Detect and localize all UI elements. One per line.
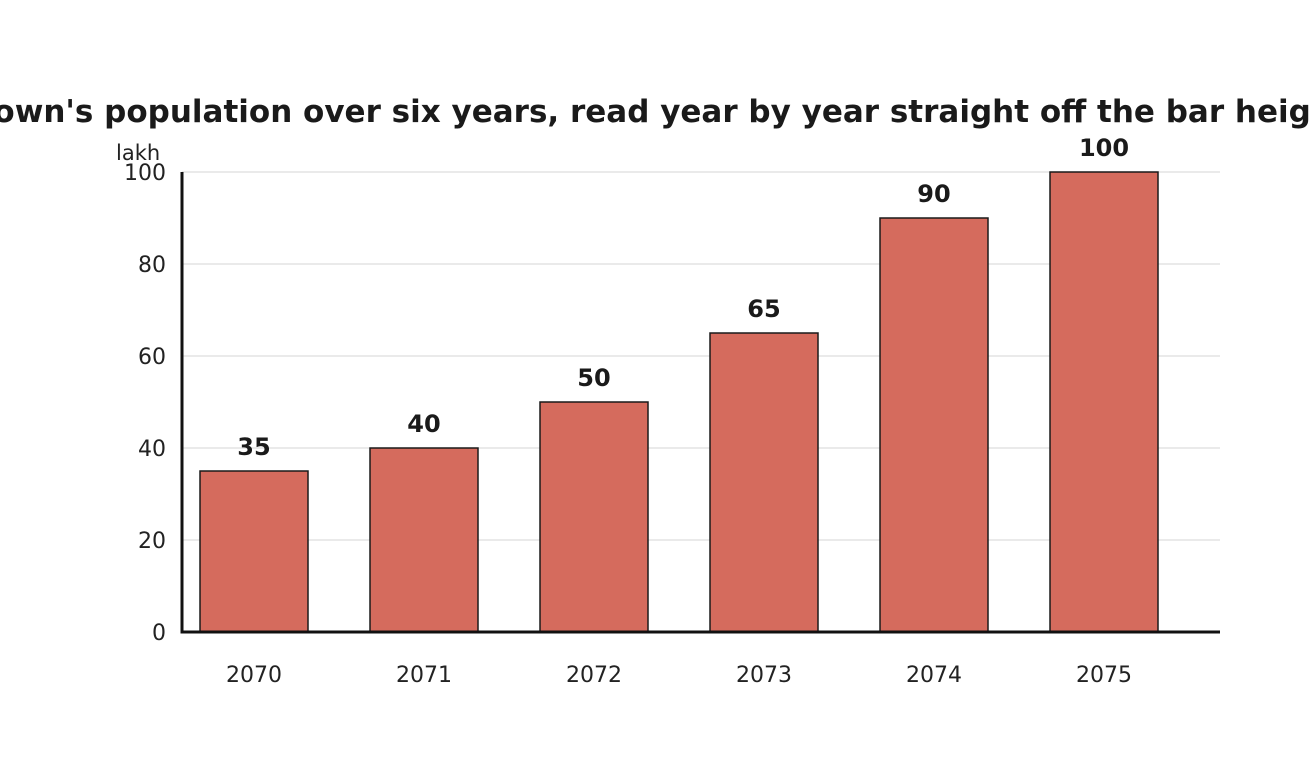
gridlines [182, 171, 1220, 541]
y-tick-label: 80 [138, 253, 166, 278]
y-axis-unit-label: lakh [116, 141, 160, 165]
data-label-2072: 50 [577, 364, 610, 392]
x-tick-label-2075: 2075 [1076, 663, 1132, 688]
y-tick-label: 40 [138, 437, 166, 462]
x-tick-label-2074: 2074 [906, 663, 962, 688]
bar-2072 [539, 401, 649, 633]
x-tick-label-2070: 2070 [226, 663, 282, 688]
y-tick-label: 100 [124, 161, 166, 186]
x-axis-ticks: 2070 2071 2072 2073 2074 2075 [226, 663, 1132, 688]
bar-2070 [199, 470, 309, 633]
bar-2071 [369, 447, 479, 633]
data-label-2074: 90 [917, 180, 950, 208]
y-axis-ticks: 0 20 40 60 80 100 [124, 161, 166, 646]
x-tick-label-2072: 2072 [566, 663, 622, 688]
bar-2075 [1049, 171, 1159, 633]
data-labels: 35 40 50 65 90 100 [237, 134, 1129, 461]
y-tick-label: 60 [138, 345, 166, 370]
y-tick-label: 20 [138, 529, 166, 554]
axes [180, 172, 1220, 634]
bar-2073 [709, 332, 819, 633]
y-tick-label: 0 [152, 621, 166, 646]
data-label-2073: 65 [747, 295, 780, 323]
data-label-2070: 35 [237, 433, 270, 461]
bar-2074 [879, 217, 989, 633]
x-tick-label-2073: 2073 [736, 663, 792, 688]
bars [199, 171, 1159, 633]
x-tick-label-2071: 2071 [396, 663, 452, 688]
chart-title: A town's population over six years, read… [0, 94, 1310, 130]
data-label-2075: 100 [1079, 134, 1129, 162]
data-label-2071: 40 [407, 410, 440, 438]
